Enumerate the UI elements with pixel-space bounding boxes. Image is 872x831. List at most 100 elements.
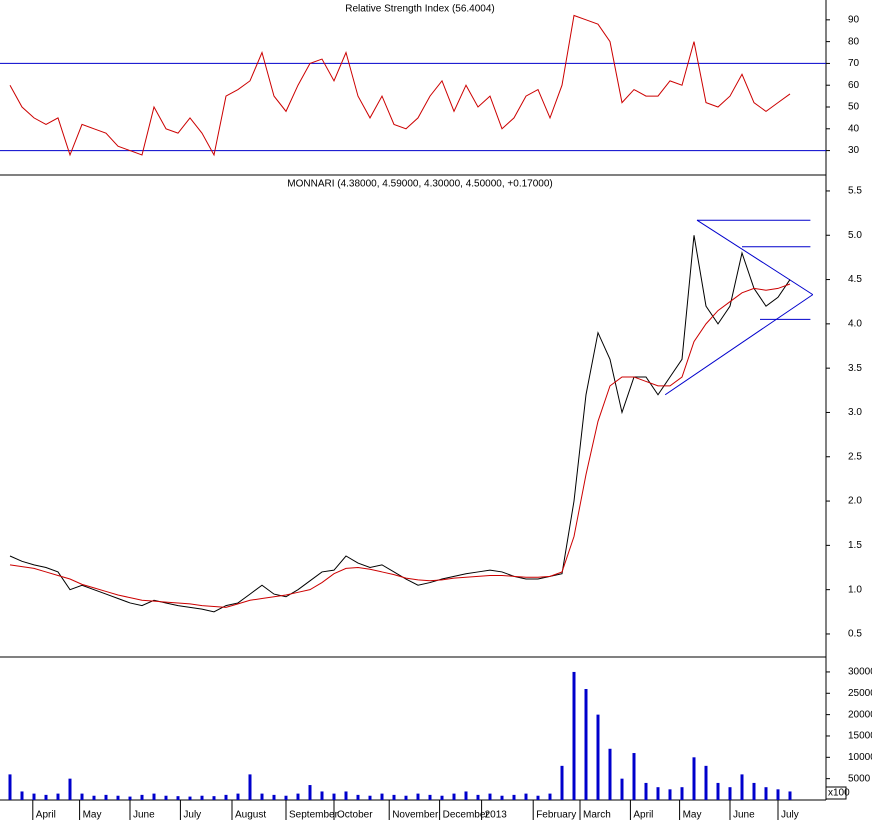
volume-bar — [620, 778, 624, 800]
y-tick-label: 3.0 — [848, 407, 862, 418]
volume-bar — [20, 791, 24, 800]
y-tick-label: 20000 — [848, 709, 872, 720]
volume-bar — [44, 794, 48, 800]
y-tick-label: 25000 — [848, 688, 872, 699]
volume-bar — [512, 794, 516, 800]
volume-bar — [752, 782, 756, 800]
y-tick-label: 40 — [848, 123, 860, 134]
volume-bar — [632, 753, 636, 800]
y-tick-label: 5.0 — [848, 230, 862, 241]
x-tick-label: June — [733, 810, 755, 821]
volume-bar — [404, 795, 408, 800]
x-tick-label: November — [392, 810, 439, 821]
volume-bar — [776, 789, 780, 800]
y-tick-label: 4.0 — [848, 318, 862, 329]
trendline — [696, 219, 814, 296]
y-tick-label: 5.5 — [848, 186, 862, 197]
volume-bar — [440, 795, 444, 800]
x-tick-label: March — [583, 810, 611, 821]
volume-bar — [536, 795, 540, 800]
y-tick-label: 2.5 — [848, 451, 862, 462]
volume-bar — [32, 793, 36, 800]
y-tick-label: 50 — [848, 102, 860, 113]
y-tick-label: 1.0 — [848, 584, 862, 595]
volume-bar — [200, 795, 204, 800]
volume-bar — [416, 793, 420, 800]
trendline — [664, 294, 814, 396]
volume-bar — [572, 671, 576, 800]
volume-bar — [596, 714, 600, 800]
x-tick-label: May — [683, 810, 702, 821]
series-line — [9, 235, 791, 613]
volume-bar — [668, 789, 672, 800]
series-line — [9, 14, 791, 157]
volume-bar — [692, 757, 696, 800]
x-tick-label: December — [443, 810, 490, 821]
x-tick-label: September — [289, 810, 339, 821]
volume-bar — [740, 774, 744, 800]
volume-bar — [80, 793, 84, 800]
x-tick-label: August — [235, 810, 266, 821]
chart-title: MONNARI (4.38000, 4.59000, 4.30000, 4.50… — [287, 179, 552, 190]
volume-bar — [272, 794, 276, 800]
unit-box — [825, 786, 847, 800]
volume-bar — [644, 782, 648, 800]
volume-bar — [788, 791, 792, 800]
x-tick-label: April — [36, 810, 56, 821]
y-tick-label: 60 — [848, 80, 860, 91]
y-tick-label: 3.5 — [848, 363, 862, 374]
volume-bar — [488, 793, 492, 800]
y-tick-label: 0.5 — [848, 629, 862, 640]
volume-bar — [176, 796, 180, 800]
volume-bar — [392, 794, 396, 800]
volume-bar — [320, 791, 324, 800]
volume-bar — [464, 791, 468, 800]
volume-bar — [56, 793, 60, 800]
volume-bar — [104, 794, 108, 800]
x-tick-label: 2013 — [485, 810, 508, 821]
volume-bar — [92, 795, 96, 800]
volume-bar — [236, 793, 240, 800]
y-tick-label: 4.5 — [848, 274, 862, 285]
y-tick-label: 10000 — [848, 752, 872, 763]
volume-bar — [68, 778, 72, 800]
volume-bar — [428, 794, 432, 800]
x-tick-label: July — [183, 810, 201, 821]
volume-bar — [716, 782, 720, 800]
volume-bar — [764, 787, 768, 800]
x-tick-label: July — [781, 810, 799, 821]
y-tick-label: 30 — [848, 145, 860, 156]
chart-title: Relative Strength Index (56.4004) — [345, 4, 495, 15]
x-tick-label: June — [133, 810, 155, 821]
volume-bar — [728, 787, 732, 800]
series-line — [9, 283, 791, 608]
unit-label: x100 — [828, 788, 850, 799]
volume-bar — [152, 793, 156, 800]
volume-bar — [380, 793, 384, 800]
volume-bar — [608, 748, 612, 800]
y-tick-label: 80 — [848, 36, 860, 47]
volume-bar — [524, 793, 528, 800]
volume-bar — [548, 793, 552, 800]
x-tick-label: April — [633, 810, 653, 821]
volume-bar — [344, 791, 348, 800]
y-tick-label: 90 — [848, 14, 860, 25]
volume-bar — [116, 795, 120, 800]
volume-bar — [260, 793, 264, 800]
volume-bar — [680, 787, 684, 800]
x-tick-label: February — [536, 810, 576, 821]
volume-bar — [452, 793, 456, 800]
volume-bar — [368, 795, 372, 800]
volume-bar — [704, 765, 708, 800]
volume-bar — [476, 794, 480, 800]
volume-bar — [356, 794, 360, 800]
volume-bar — [584, 689, 588, 800]
y-tick-label: 5000 — [848, 773, 871, 784]
volume-bar — [248, 774, 252, 800]
y-tick-label: 15000 — [848, 731, 872, 742]
y-tick-label: 30000 — [848, 667, 872, 678]
volume-bar — [296, 793, 300, 800]
x-tick-label: May — [83, 810, 102, 821]
volume-bar — [308, 785, 312, 800]
